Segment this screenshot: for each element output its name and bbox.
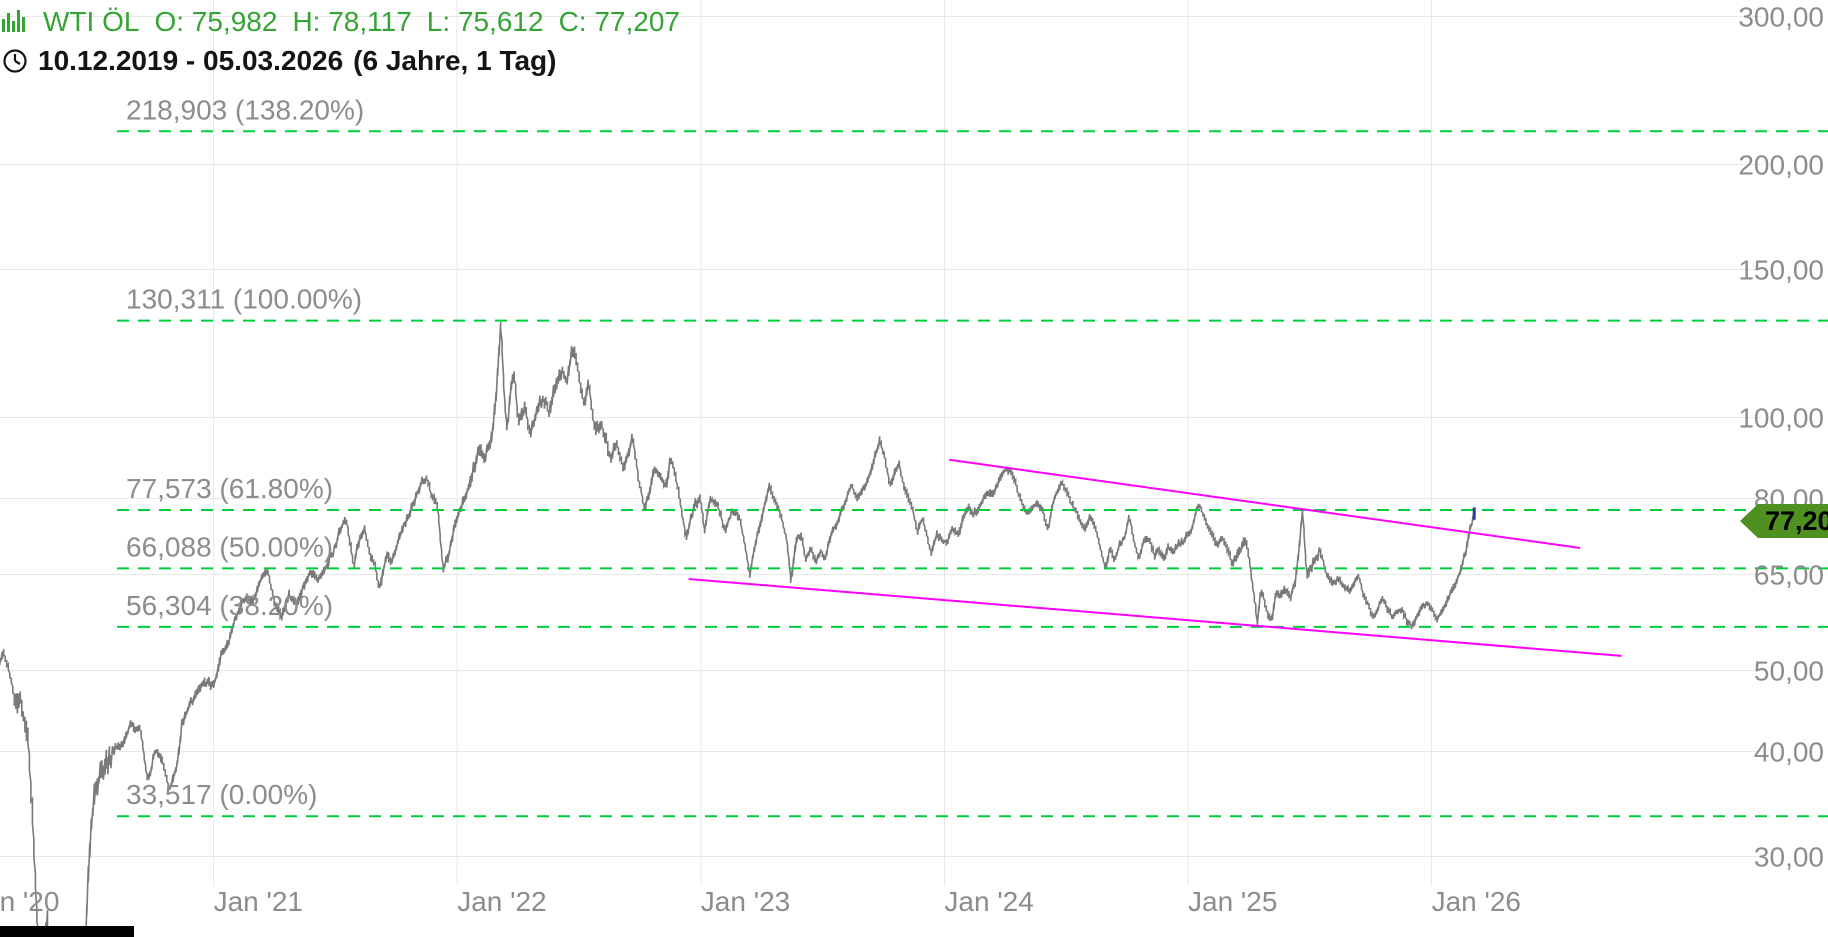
quote-low: L: 75,612	[426, 6, 544, 37]
fib-level-label: 77,573 (61.80%)	[126, 473, 333, 504]
date-range-row: 10.12.2019 - 05.03.2026 (6 Jahre, 1 Tag)	[2, 44, 680, 78]
x-axis-label: Jan '25	[1188, 886, 1277, 917]
current-price-tag: 77,207	[1740, 504, 1828, 538]
fib-retracement[interactable]: 218,903 (138.20%) 130,311 (100.00%) 77,573…	[117, 94, 1828, 818]
x-axis-label: Jan '23	[701, 886, 790, 917]
y-axis-label: 300,00	[1738, 1, 1824, 32]
fib-level-label: 66,088 (50.00%)	[126, 531, 333, 562]
date-range: 10.12.2019 - 05.03.2026	[38, 45, 344, 76]
quote-close: C: 77,207	[558, 6, 680, 37]
fib-level-label: 130,311 (100.00%)	[126, 284, 362, 315]
trendline-1[interactable]	[949, 458, 1581, 549]
instrument-quote-row: WTI ÖL O: 75,982 H: 78,117 L: 75,612 C: …	[2, 5, 680, 39]
x-axis[interactable]: Jan '20 Jan '21 Jan '22 Jan '23 Jan '24 Jan '…	[0, 886, 1521, 917]
trendline-2[interactable]	[688, 578, 1622, 657]
bottom-left-bar	[0, 926, 134, 937]
gridlines	[0, 0, 1762, 886]
x-axis-label: Jan '20	[0, 886, 59, 917]
price-tag-shape	[1740, 504, 1828, 538]
quote-high: H: 78,117	[292, 6, 412, 37]
price-tag-value: 77,207	[1765, 506, 1828, 536]
y-axis-label: 30,00	[1754, 842, 1824, 873]
price-line	[0, 321, 1475, 937]
y-axis-label: 65,00	[1754, 560, 1824, 591]
y-axis-label: 40,00	[1754, 737, 1824, 768]
chart-type-icon	[2, 9, 26, 35]
fib-level-label: 56,304 (38.20%)	[126, 590, 333, 621]
x-axis-label: Jan '26	[1432, 886, 1521, 917]
date-range-duration: (6 Jahre, 1 Tag)	[353, 45, 557, 76]
y-axis-label: 50,00	[1754, 655, 1824, 686]
fib-level-label: 33,517 (0.00%)	[126, 779, 317, 810]
y-axis-label: 100,00	[1738, 402, 1824, 433]
y-axis-label: 200,00	[1738, 149, 1824, 180]
instrument-name: WTI ÖL	[43, 6, 140, 37]
x-axis-label: Jan '21	[214, 886, 303, 917]
quote-open: O: 75,982	[154, 6, 278, 37]
y-axis-label: 150,00	[1738, 254, 1824, 285]
x-axis-label: Jan '24	[944, 886, 1033, 917]
chart-header: WTI ÖL O: 75,982 H: 78,117 L: 75,612 C: …	[2, 5, 680, 78]
fib-level-label: 218,903 (138.20%)	[126, 94, 364, 125]
clock-icon	[2, 48, 28, 74]
x-axis-label: Jan '22	[457, 886, 546, 917]
